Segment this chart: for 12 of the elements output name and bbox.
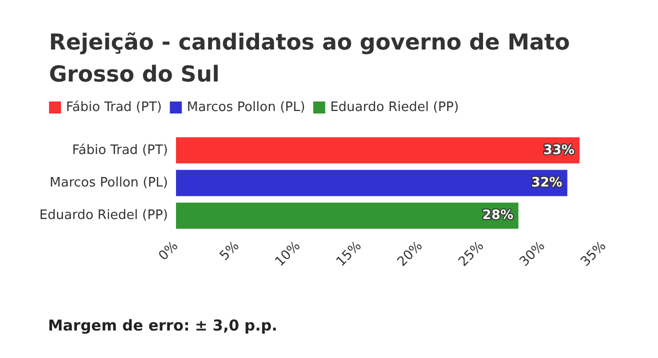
chart-title: Rejeição - candidatos ao governo de Mato Grosso do Sul [49, 30, 578, 88]
text: Margem de erro: ± 3,0 p.p. [48, 316, 278, 334]
data-label: 33% [543, 142, 575, 158]
data-label: 32% [531, 176, 562, 190]
x-tick-label: 5% [217, 238, 242, 264]
data-label: 28% [482, 208, 514, 224]
x-tick-label: 0% [156, 238, 182, 264]
legend-label: Marcos Pollon (PL) [186, 100, 306, 115]
y-tick-label: Marcos Pollon (PL) [50, 176, 168, 190]
y-tick-label: Eduardo Riedel (PP) [39, 208, 168, 224]
legend-label: Eduardo Riedel (PP) [330, 100, 459, 115]
y-tick-label: Fábio Trad (PT) [72, 142, 168, 158]
